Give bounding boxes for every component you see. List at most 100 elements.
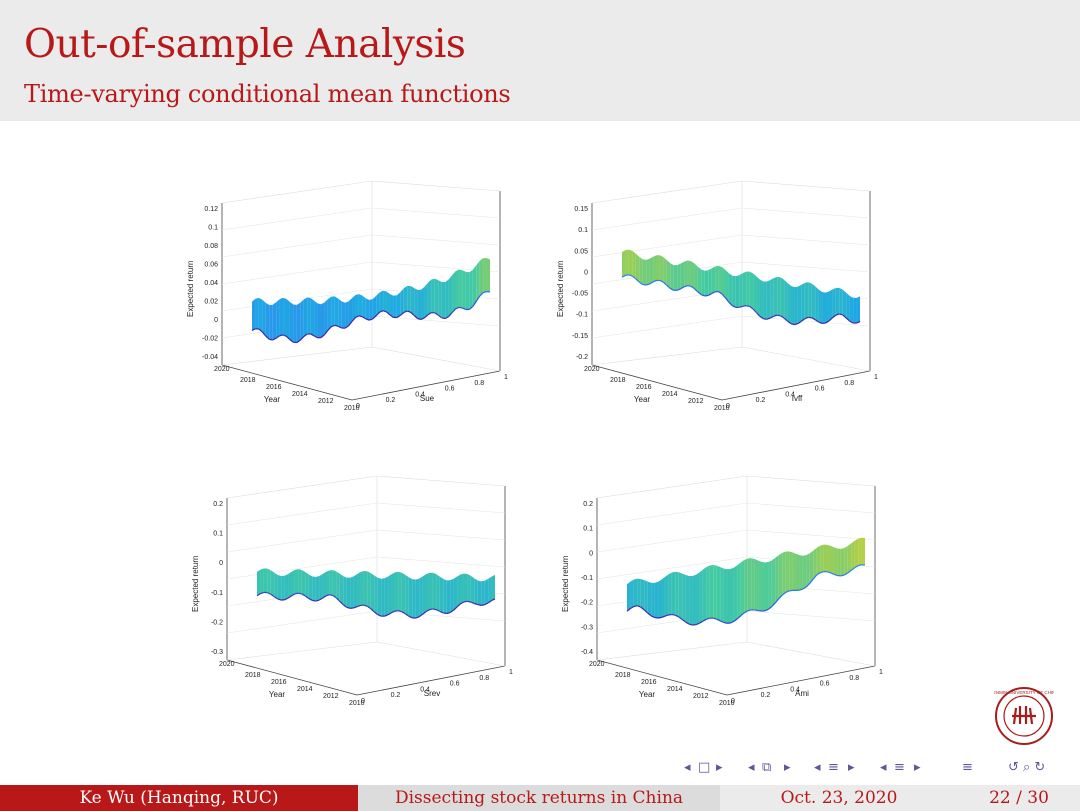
surface-edge: [491, 598, 496, 602]
surface-facet: [718, 265, 723, 294]
nav-next-frame-icon[interactable]: ▸: [716, 760, 723, 775]
surface-edge: [774, 598, 780, 604]
zaxis-tick-label: -0.3: [581, 624, 593, 631]
nav-frame-icon[interactable]: □: [698, 760, 711, 775]
zaxis-tick-label: -0.04: [202, 354, 218, 361]
surface-facet: [722, 267, 726, 298]
surface-facet: [825, 291, 829, 324]
nav-prev-subsection-icon[interactable]: ◂: [748, 760, 755, 775]
zaxis-tick-label: -0.02: [202, 336, 218, 343]
gridline: [221, 234, 373, 258]
surface-edge: [773, 314, 778, 317]
surface-facet: [771, 557, 776, 607]
surface-facet: [851, 540, 855, 571]
year-tick-label: 2010: [344, 405, 360, 412]
surface-edge: [346, 606, 351, 609]
surface-facet: [386, 291, 390, 315]
axis-frame-line: [596, 475, 748, 499]
surface-edge: [794, 323, 799, 326]
year-tick-label: 2012: [688, 398, 704, 405]
surface-facet: [270, 570, 275, 597]
surface-facet: [426, 572, 430, 612]
x-tick-label: 0.4: [790, 686, 800, 693]
surface-facet: [711, 266, 716, 294]
axis-frame-line: [356, 665, 506, 696]
surface-facet: [338, 298, 342, 329]
axis-frame-line: [596, 659, 728, 696]
surface-facet: [281, 575, 285, 601]
surface-edge: [462, 307, 467, 311]
surface-facet: [419, 576, 423, 617]
gridline: [226, 529, 378, 553]
surface-edge: [410, 311, 415, 316]
surface-facet: [283, 297, 287, 337]
surface-facet: [367, 571, 371, 609]
surface-facet: [684, 260, 688, 287]
gridline: [746, 610, 876, 622]
axis-frame-line: [726, 665, 876, 696]
surface-edge: [407, 310, 411, 313]
surface-edge: [260, 591, 265, 595]
surface-facet: [682, 573, 686, 623]
surface-facet: [303, 297, 308, 337]
surface-edge: [842, 314, 847, 319]
gridline: [376, 502, 506, 514]
surface-facet: [384, 576, 389, 617]
nav-prev-doc-icon[interactable]: ◂: [880, 760, 887, 775]
zaxis-tick-label: -0.15: [572, 333, 588, 340]
surface-facet: [670, 263, 674, 291]
surface-edge: [408, 615, 413, 619]
nav-doc-icon[interactable]: ≡: [894, 760, 905, 775]
surface-edge: [315, 599, 320, 602]
surface-facet: [277, 574, 282, 601]
surface-edge: [269, 338, 273, 341]
surface-edge: [472, 301, 477, 307]
surface-facet: [296, 302, 301, 343]
surface-facet: [424, 282, 428, 318]
surface-edge: [770, 315, 775, 319]
axis-frame-line: [741, 346, 871, 372]
nav-undo-search-icon[interactable]: ↺ ⌕ ↻: [1008, 760, 1046, 775]
zaxis-tick-label: 0.06: [204, 262, 218, 269]
surface-facet: [450, 578, 454, 613]
surface-edge: [446, 611, 451, 615]
nav-next-doc-icon[interactable]: ▸: [914, 760, 921, 775]
surface-facet: [811, 283, 816, 320]
year-tick-label: 2012: [323, 693, 339, 700]
surface-edge: [468, 306, 474, 310]
surface-edge: [621, 274, 626, 278]
nav-next-section-icon[interactable]: ▸: [848, 760, 855, 775]
surface-facet: [322, 571, 326, 599]
zaxis-tick-label: -0.2: [581, 600, 593, 607]
nav-outline-icon[interactable]: ≡: [962, 760, 973, 775]
surface-edge: [296, 339, 301, 344]
surface-facet: [671, 571, 676, 616]
surface-facet: [694, 263, 698, 292]
surface-facet: [832, 287, 836, 318]
surface-facet: [383, 290, 387, 312]
zaxis-tick-label: 0.1: [583, 526, 593, 533]
surface-facet: [658, 579, 662, 618]
nav-section-icon[interactable]: ≡: [828, 760, 839, 775]
surface-edge: [358, 315, 363, 318]
nav-prev-section-icon[interactable]: ◂: [814, 760, 821, 775]
footer-date: Oct. 23, 2020: [720, 785, 958, 811]
surface-facet: [727, 569, 731, 624]
nav-prev-frame-icon[interactable]: ◂: [684, 760, 691, 775]
year-tick-label: 2012: [318, 398, 334, 405]
year-tick-label: 2020: [219, 661, 235, 668]
surface-facet: [427, 279, 432, 315]
surface-facet: [804, 282, 809, 319]
surface-edge: [303, 333, 308, 338]
surface-edge: [707, 293, 712, 296]
nav-subsection-icon[interactable]: ⧉: [762, 760, 772, 775]
surface-facet: [740, 559, 745, 616]
nav-next-subsection-icon[interactable]: ▸: [784, 760, 791, 775]
surface-facet: [346, 577, 351, 609]
surface-facet: [348, 298, 353, 326]
surface-edge: [809, 578, 814, 584]
surface-edge: [719, 620, 724, 623]
surface-facet: [659, 255, 664, 283]
surface-edge: [814, 319, 819, 323]
year-tick-label: 2014: [292, 391, 308, 398]
